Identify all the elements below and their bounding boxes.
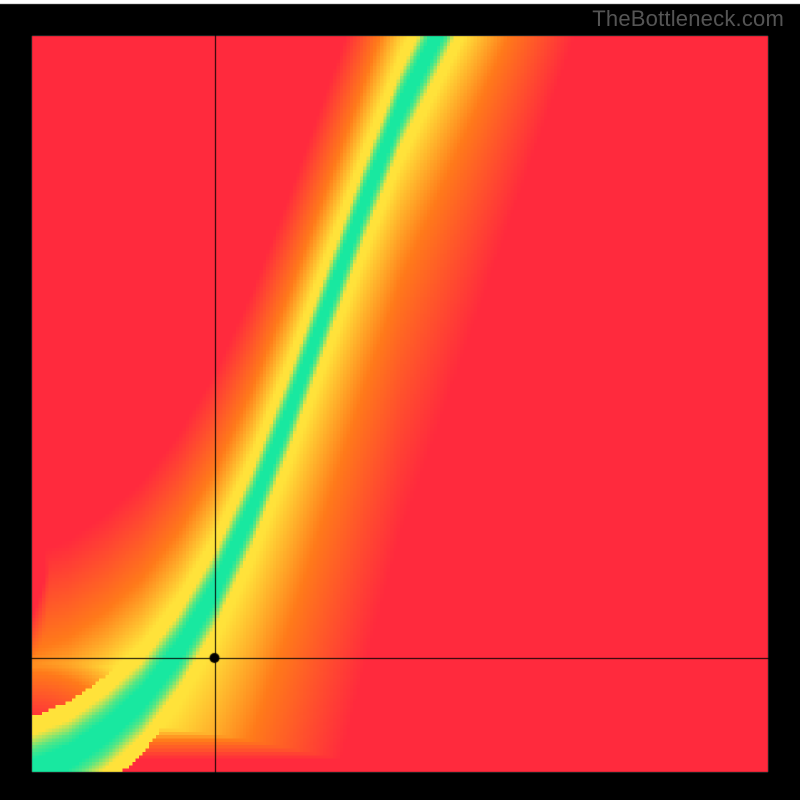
watermark-label: TheBottleneck.com: [592, 6, 784, 32]
overlay-canvas: [0, 0, 800, 800]
chart-stage: TheBottleneck.com: [0, 0, 800, 800]
